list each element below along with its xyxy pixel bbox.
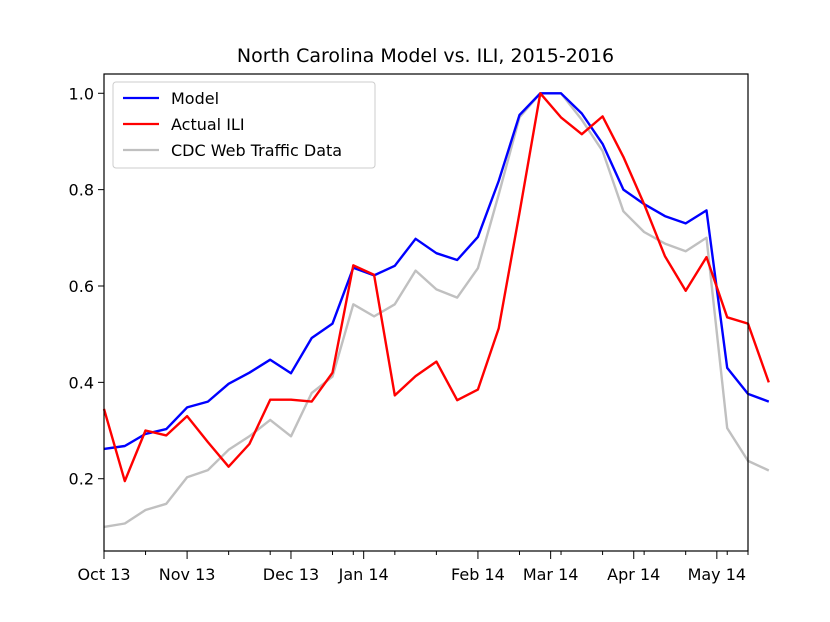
x-tick-label: Nov 13 xyxy=(159,565,216,584)
x-tick-label: Apr 14 xyxy=(607,565,660,584)
plot-frame xyxy=(103,73,749,552)
x-tick-label: Mar 14 xyxy=(523,565,579,584)
legend-label-model: Model xyxy=(171,89,219,108)
y-tick-label: 0.8 xyxy=(69,181,94,200)
x-axis: Oct 13 Nov 13 Dec 13 Jan 14 Feb 14 Mar 14 Apr … xyxy=(77,551,749,584)
series-layer xyxy=(102,92,770,529)
x-tick-label: Jan 14 xyxy=(338,565,389,584)
chart-title: North Carolina Model vs. ILI, 2015-2016 xyxy=(237,45,614,67)
y-tick-label: 0.6 xyxy=(69,277,94,296)
x-tick-label: Dec 13 xyxy=(263,565,319,584)
y-tick-label: 0.2 xyxy=(69,470,94,489)
legend-box xyxy=(112,81,376,169)
legend-label-actual-ili: Actual ILI xyxy=(171,115,245,134)
y-axis: 0.2 0.4 0.6 0.8 1.0 xyxy=(69,84,104,489)
series-line-model xyxy=(103,92,770,451)
series-line-actual-ili xyxy=(102,92,770,483)
x-tick-label: Oct 13 xyxy=(77,565,130,584)
y-tick-label: 1.0 xyxy=(69,84,94,103)
legend: Model Actual ILI CDC Web Traffic Data xyxy=(112,81,376,169)
legend-label-cdc-web-traffic: CDC Web Traffic Data xyxy=(171,141,342,160)
x-tick-label: May 14 xyxy=(688,565,747,584)
x-tick-label: Feb 14 xyxy=(451,565,505,584)
y-tick-label: 0.4 xyxy=(69,373,94,392)
